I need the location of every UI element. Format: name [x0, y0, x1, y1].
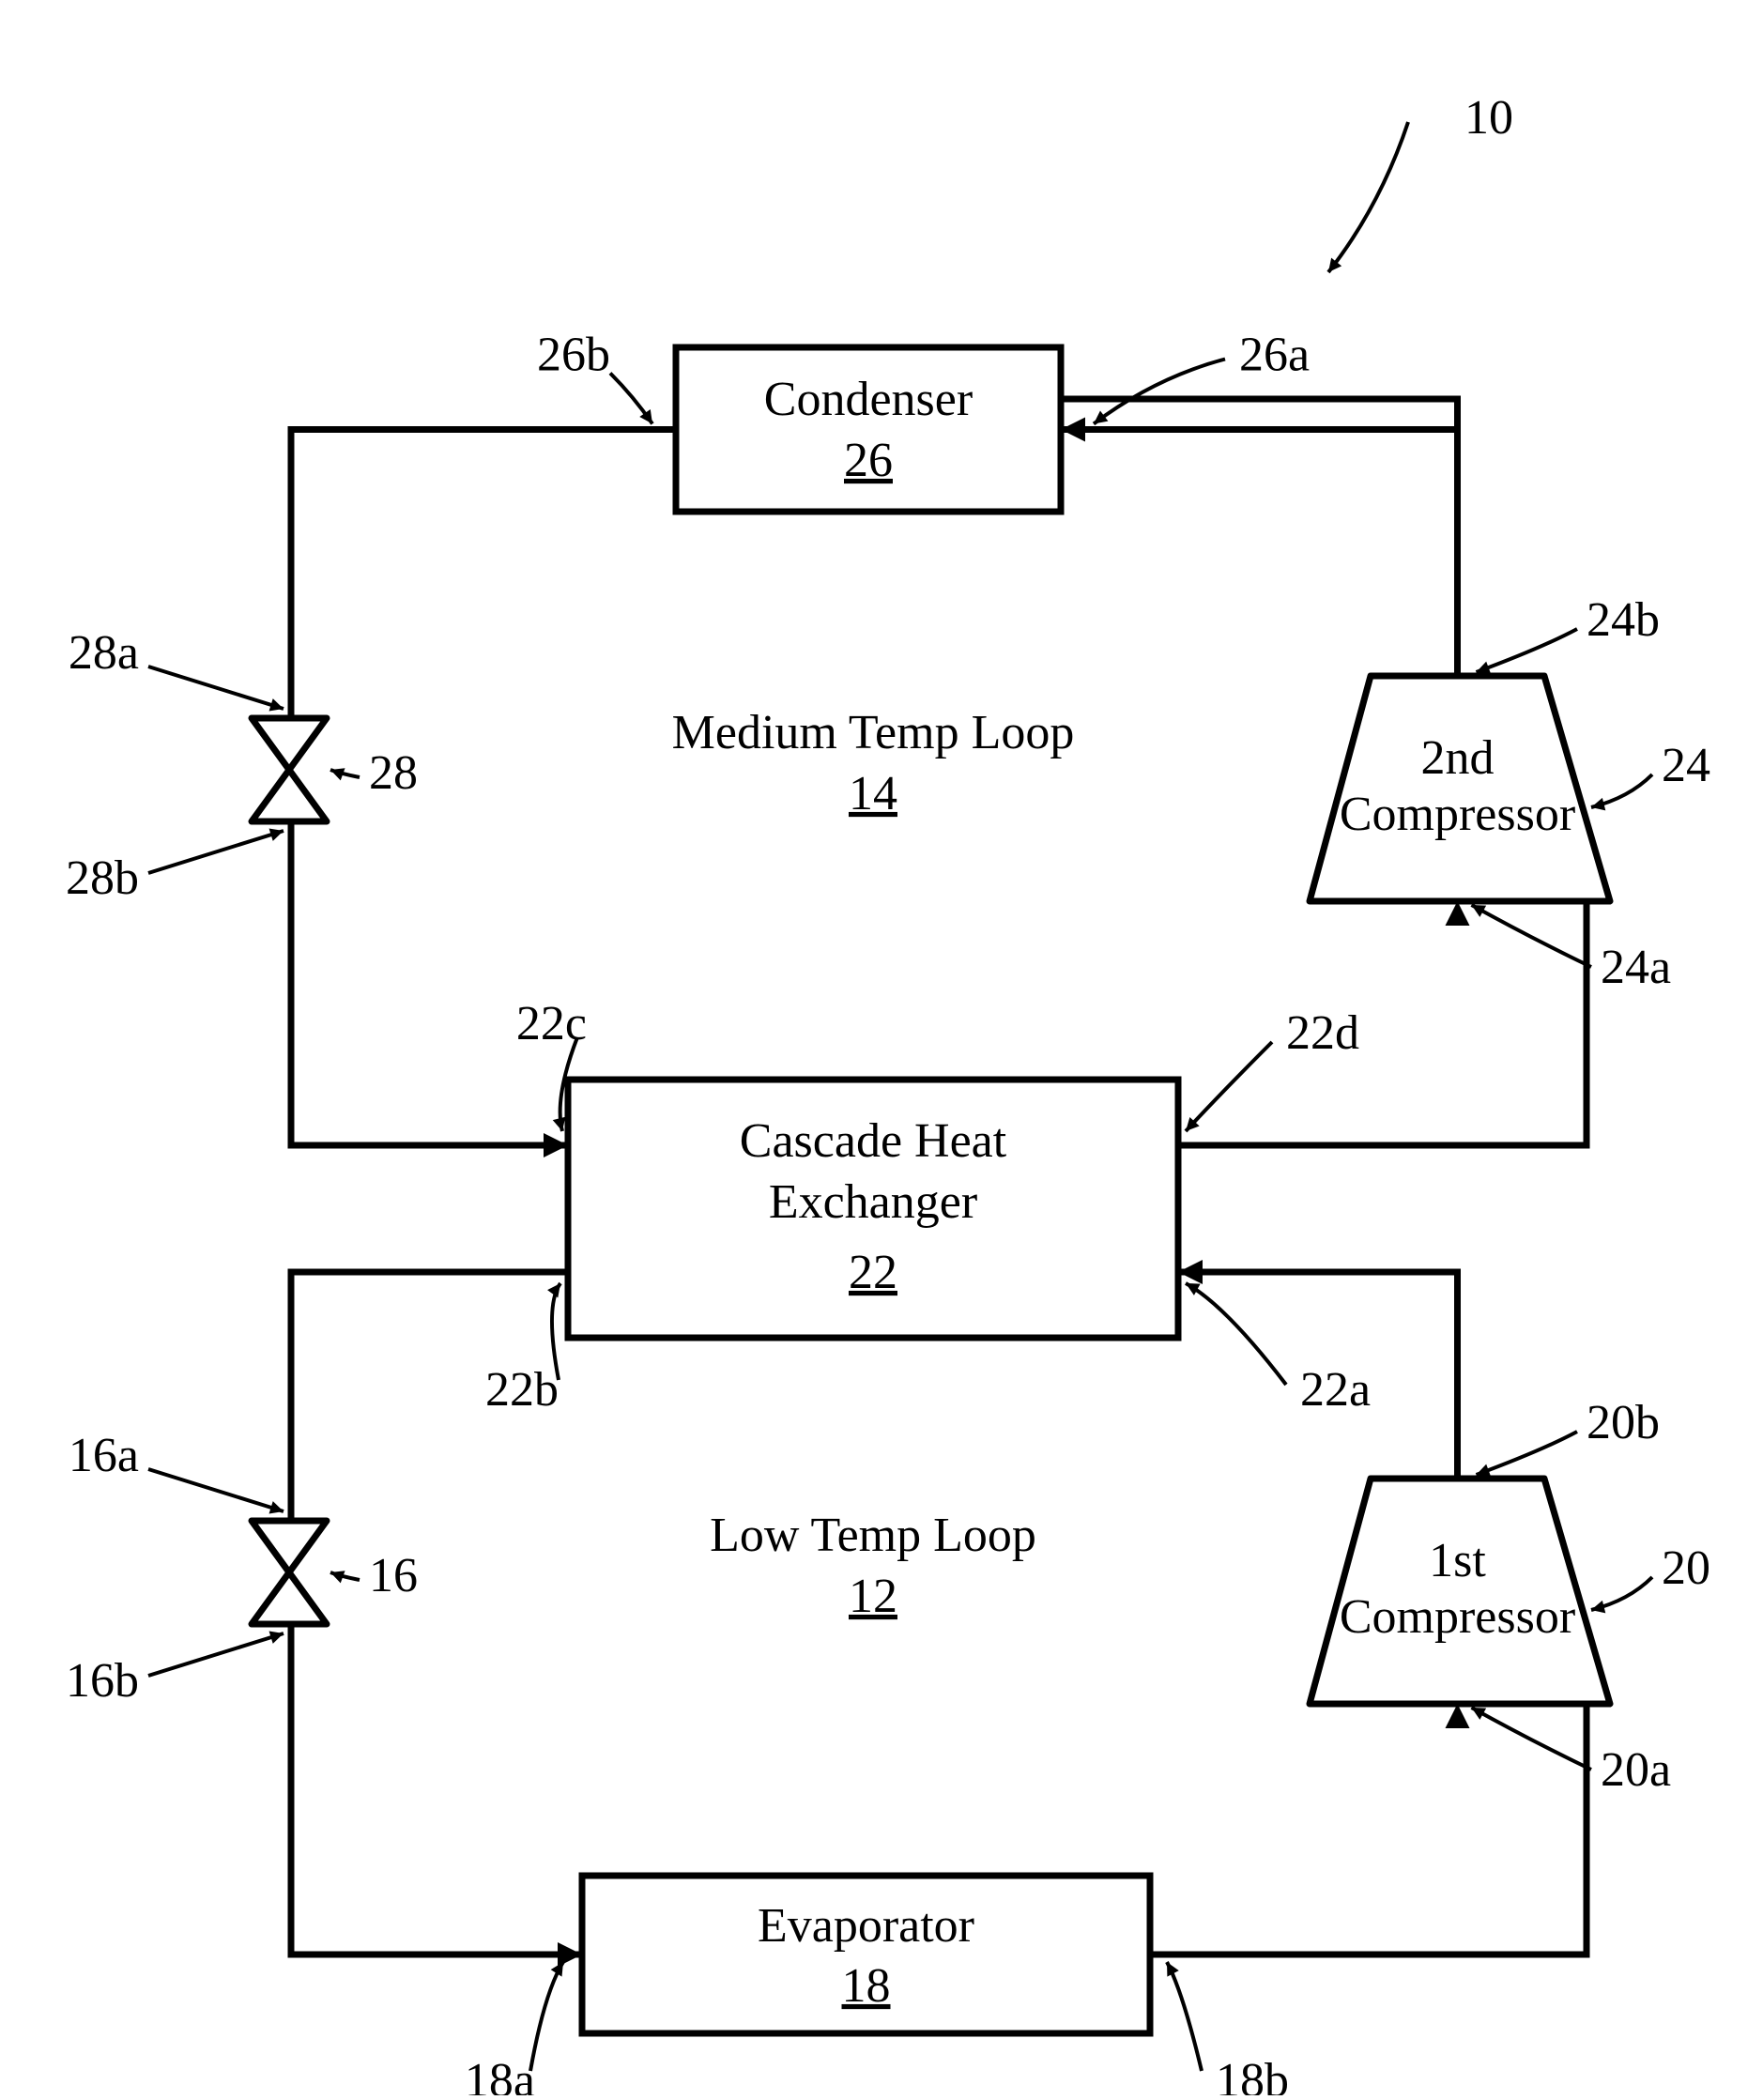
- expansion-valve-bottom: [252, 1521, 327, 1624]
- label-28b: 28b: [66, 851, 139, 905]
- arrow-into-1st-compressor: [1446, 1704, 1470, 1728]
- condenser-ref: 26: [844, 434, 893, 487]
- label-22a: 22a: [1300, 1363, 1371, 1417]
- arrow-into-cascade-bot-right: [1178, 1260, 1203, 1284]
- condenser-label: Condenser: [764, 373, 973, 426]
- label-16: 16: [369, 1549, 418, 1602]
- label-22b: 22b: [485, 1363, 559, 1417]
- label-20b: 20b: [1587, 1396, 1660, 1449]
- figure-ref: 10: [1464, 91, 1513, 145]
- leader-18a: [530, 1962, 563, 2071]
- label-16b: 16b: [66, 1654, 139, 1708]
- leader-16b: [148, 1633, 284, 1676]
- leader-24b: [1477, 629, 1578, 672]
- leader-18b: [1167, 1962, 1202, 2071]
- arrow-into-2nd-compressor: [1446, 901, 1470, 926]
- figure-ref-leader: [1328, 122, 1408, 272]
- arrow-into-cascade-top-left: [544, 1133, 568, 1157]
- expansion-valve-top: [252, 718, 327, 821]
- leader-22d: [1186, 1042, 1272, 1131]
- cascade-ref: 22: [849, 1246, 897, 1299]
- evaporator-ref: 18: [842, 1959, 891, 2013]
- evaporator-label: Evaporator: [758, 1899, 974, 1953]
- cascade-label-1: Cascade Heat: [740, 1114, 1007, 1168]
- label-20: 20: [1662, 1541, 1710, 1595]
- 2nd-compressor-label-2: Compressor: [1340, 788, 1575, 841]
- label-24: 24: [1662, 739, 1710, 792]
- label-22d: 22d: [1286, 1006, 1359, 1060]
- medium-loop-title: Medium Temp Loop: [672, 706, 1075, 759]
- low-loop-title: Low Temp Loop: [710, 1509, 1036, 1562]
- label-26a: 26a: [1239, 328, 1310, 381]
- label-18b: 18b: [1216, 2054, 1289, 2095]
- leader-20a: [1472, 1708, 1592, 1770]
- low-loop-ref: 12: [849, 1570, 897, 1623]
- leader-26a: [1094, 360, 1225, 424]
- medium-loop-ref: 14: [849, 767, 897, 820]
- label-20a: 20a: [1601, 1743, 1671, 1797]
- label-24b: 24b: [1587, 593, 1660, 647]
- leader-16a: [148, 1469, 284, 1511]
- 1st-compressor-label-1: 1st: [1429, 1534, 1486, 1587]
- cascade-label-2: Exchanger: [769, 1175, 977, 1229]
- label-28a: 28a: [69, 626, 139, 680]
- leader-28b: [148, 831, 284, 873]
- label-18a: 18a: [465, 2054, 535, 2095]
- label-24a: 24a: [1601, 941, 1671, 994]
- label-26b: 26b: [537, 328, 610, 381]
- leader-28a: [148, 667, 284, 709]
- 1st-compressor-label-2: Compressor: [1340, 1590, 1575, 1644]
- label-16a: 16a: [69, 1429, 139, 1482]
- label-28: 28: [369, 746, 418, 800]
- leader-22a: [1186, 1283, 1286, 1385]
- 2nd-compressor-label-1: 2nd: [1421, 731, 1495, 785]
- leader-24a: [1472, 905, 1592, 967]
- leader-20b: [1477, 1432, 1578, 1475]
